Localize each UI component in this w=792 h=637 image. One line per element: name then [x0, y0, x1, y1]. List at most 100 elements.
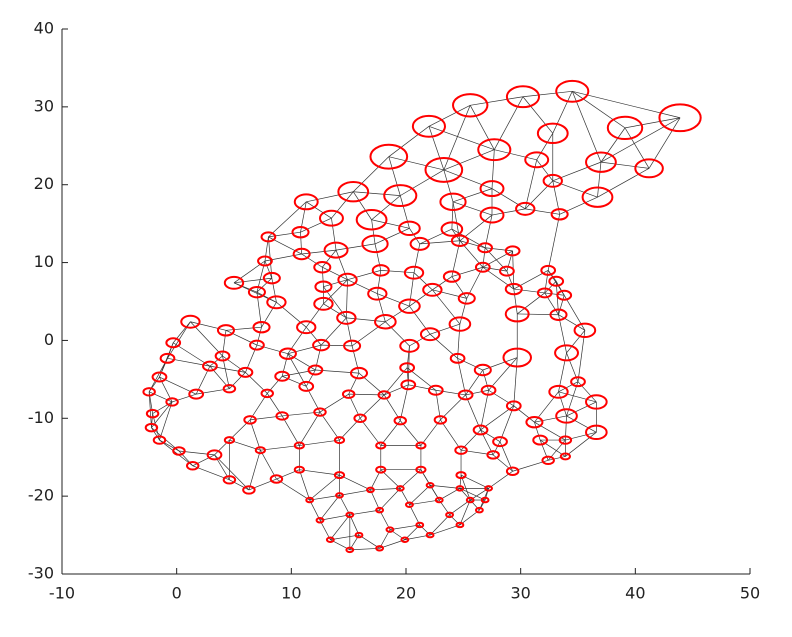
node — [206, 449, 223, 461]
edge — [260, 445, 300, 451]
edge — [488, 389, 514, 407]
node — [422, 282, 443, 297]
node — [536, 287, 553, 299]
edge — [420, 419, 441, 446]
edge — [491, 149, 495, 189]
edge — [465, 389, 489, 396]
node — [457, 292, 476, 305]
x-tick-label: 40 — [625, 584, 645, 603]
node — [216, 324, 235, 337]
node — [172, 446, 186, 456]
node — [341, 389, 356, 399]
edge — [385, 321, 410, 347]
edge — [443, 169, 493, 189]
edge — [323, 279, 348, 288]
y-tick-label: 0 — [44, 330, 54, 349]
edge — [548, 456, 566, 461]
edge — [249, 393, 268, 421]
edge — [301, 253, 323, 268]
edge — [399, 420, 422, 446]
edge — [513, 405, 535, 423]
edge — [572, 90, 681, 119]
node — [525, 415, 544, 429]
edge — [353, 156, 390, 192]
edge — [572, 90, 626, 129]
node — [262, 271, 281, 285]
edge — [485, 247, 513, 252]
edge — [374, 227, 410, 245]
edge — [321, 267, 324, 287]
node — [319, 209, 344, 227]
node — [305, 496, 315, 504]
edge — [370, 488, 401, 491]
edge — [323, 279, 348, 305]
y-tick-label: 20 — [34, 174, 54, 193]
node — [405, 501, 414, 508]
y-tick-label: 10 — [34, 252, 54, 271]
node — [480, 384, 497, 396]
edge — [451, 276, 468, 299]
node — [492, 436, 508, 448]
edge — [522, 96, 554, 134]
edge — [299, 411, 321, 446]
node — [307, 364, 324, 376]
edge — [178, 450, 193, 467]
edge — [173, 342, 211, 367]
node — [151, 371, 168, 383]
edge — [493, 96, 524, 150]
edge — [256, 344, 288, 355]
node — [366, 486, 375, 494]
node — [433, 415, 448, 425]
node — [398, 298, 421, 314]
node — [185, 461, 200, 471]
edge — [388, 156, 444, 171]
node — [314, 280, 333, 293]
edge — [276, 478, 310, 501]
edge — [408, 384, 436, 391]
edge — [513, 288, 518, 315]
edge — [388, 156, 401, 196]
edge — [371, 195, 401, 221]
node — [180, 314, 201, 329]
node — [442, 270, 461, 283]
edge — [428, 125, 495, 151]
edge — [379, 509, 391, 530]
node — [323, 241, 349, 259]
edge — [321, 344, 353, 347]
node — [455, 485, 465, 492]
node — [427, 384, 444, 396]
node — [369, 143, 409, 170]
node — [349, 366, 369, 380]
node — [415, 441, 427, 450]
edge — [400, 169, 445, 196]
node — [333, 436, 346, 445]
edge — [349, 509, 380, 516]
edge — [192, 454, 215, 467]
node — [315, 517, 325, 524]
node — [400, 536, 410, 543]
edge — [409, 289, 433, 307]
node — [465, 496, 475, 504]
node — [541, 455, 555, 466]
node — [559, 452, 571, 461]
edge — [409, 333, 431, 347]
edge — [482, 266, 507, 272]
edge — [409, 228, 421, 245]
edge — [429, 524, 461, 536]
node — [548, 384, 569, 399]
node — [371, 264, 390, 277]
node — [536, 122, 569, 145]
edge — [225, 326, 262, 331]
node — [439, 192, 467, 212]
node — [479, 180, 505, 198]
node — [455, 521, 465, 529]
node — [398, 220, 421, 237]
edge — [534, 422, 541, 441]
edge — [536, 159, 554, 182]
node — [312, 338, 331, 352]
node — [343, 339, 362, 353]
edge — [555, 281, 565, 296]
edge — [522, 90, 573, 98]
edge — [480, 429, 501, 442]
node — [202, 360, 218, 372]
